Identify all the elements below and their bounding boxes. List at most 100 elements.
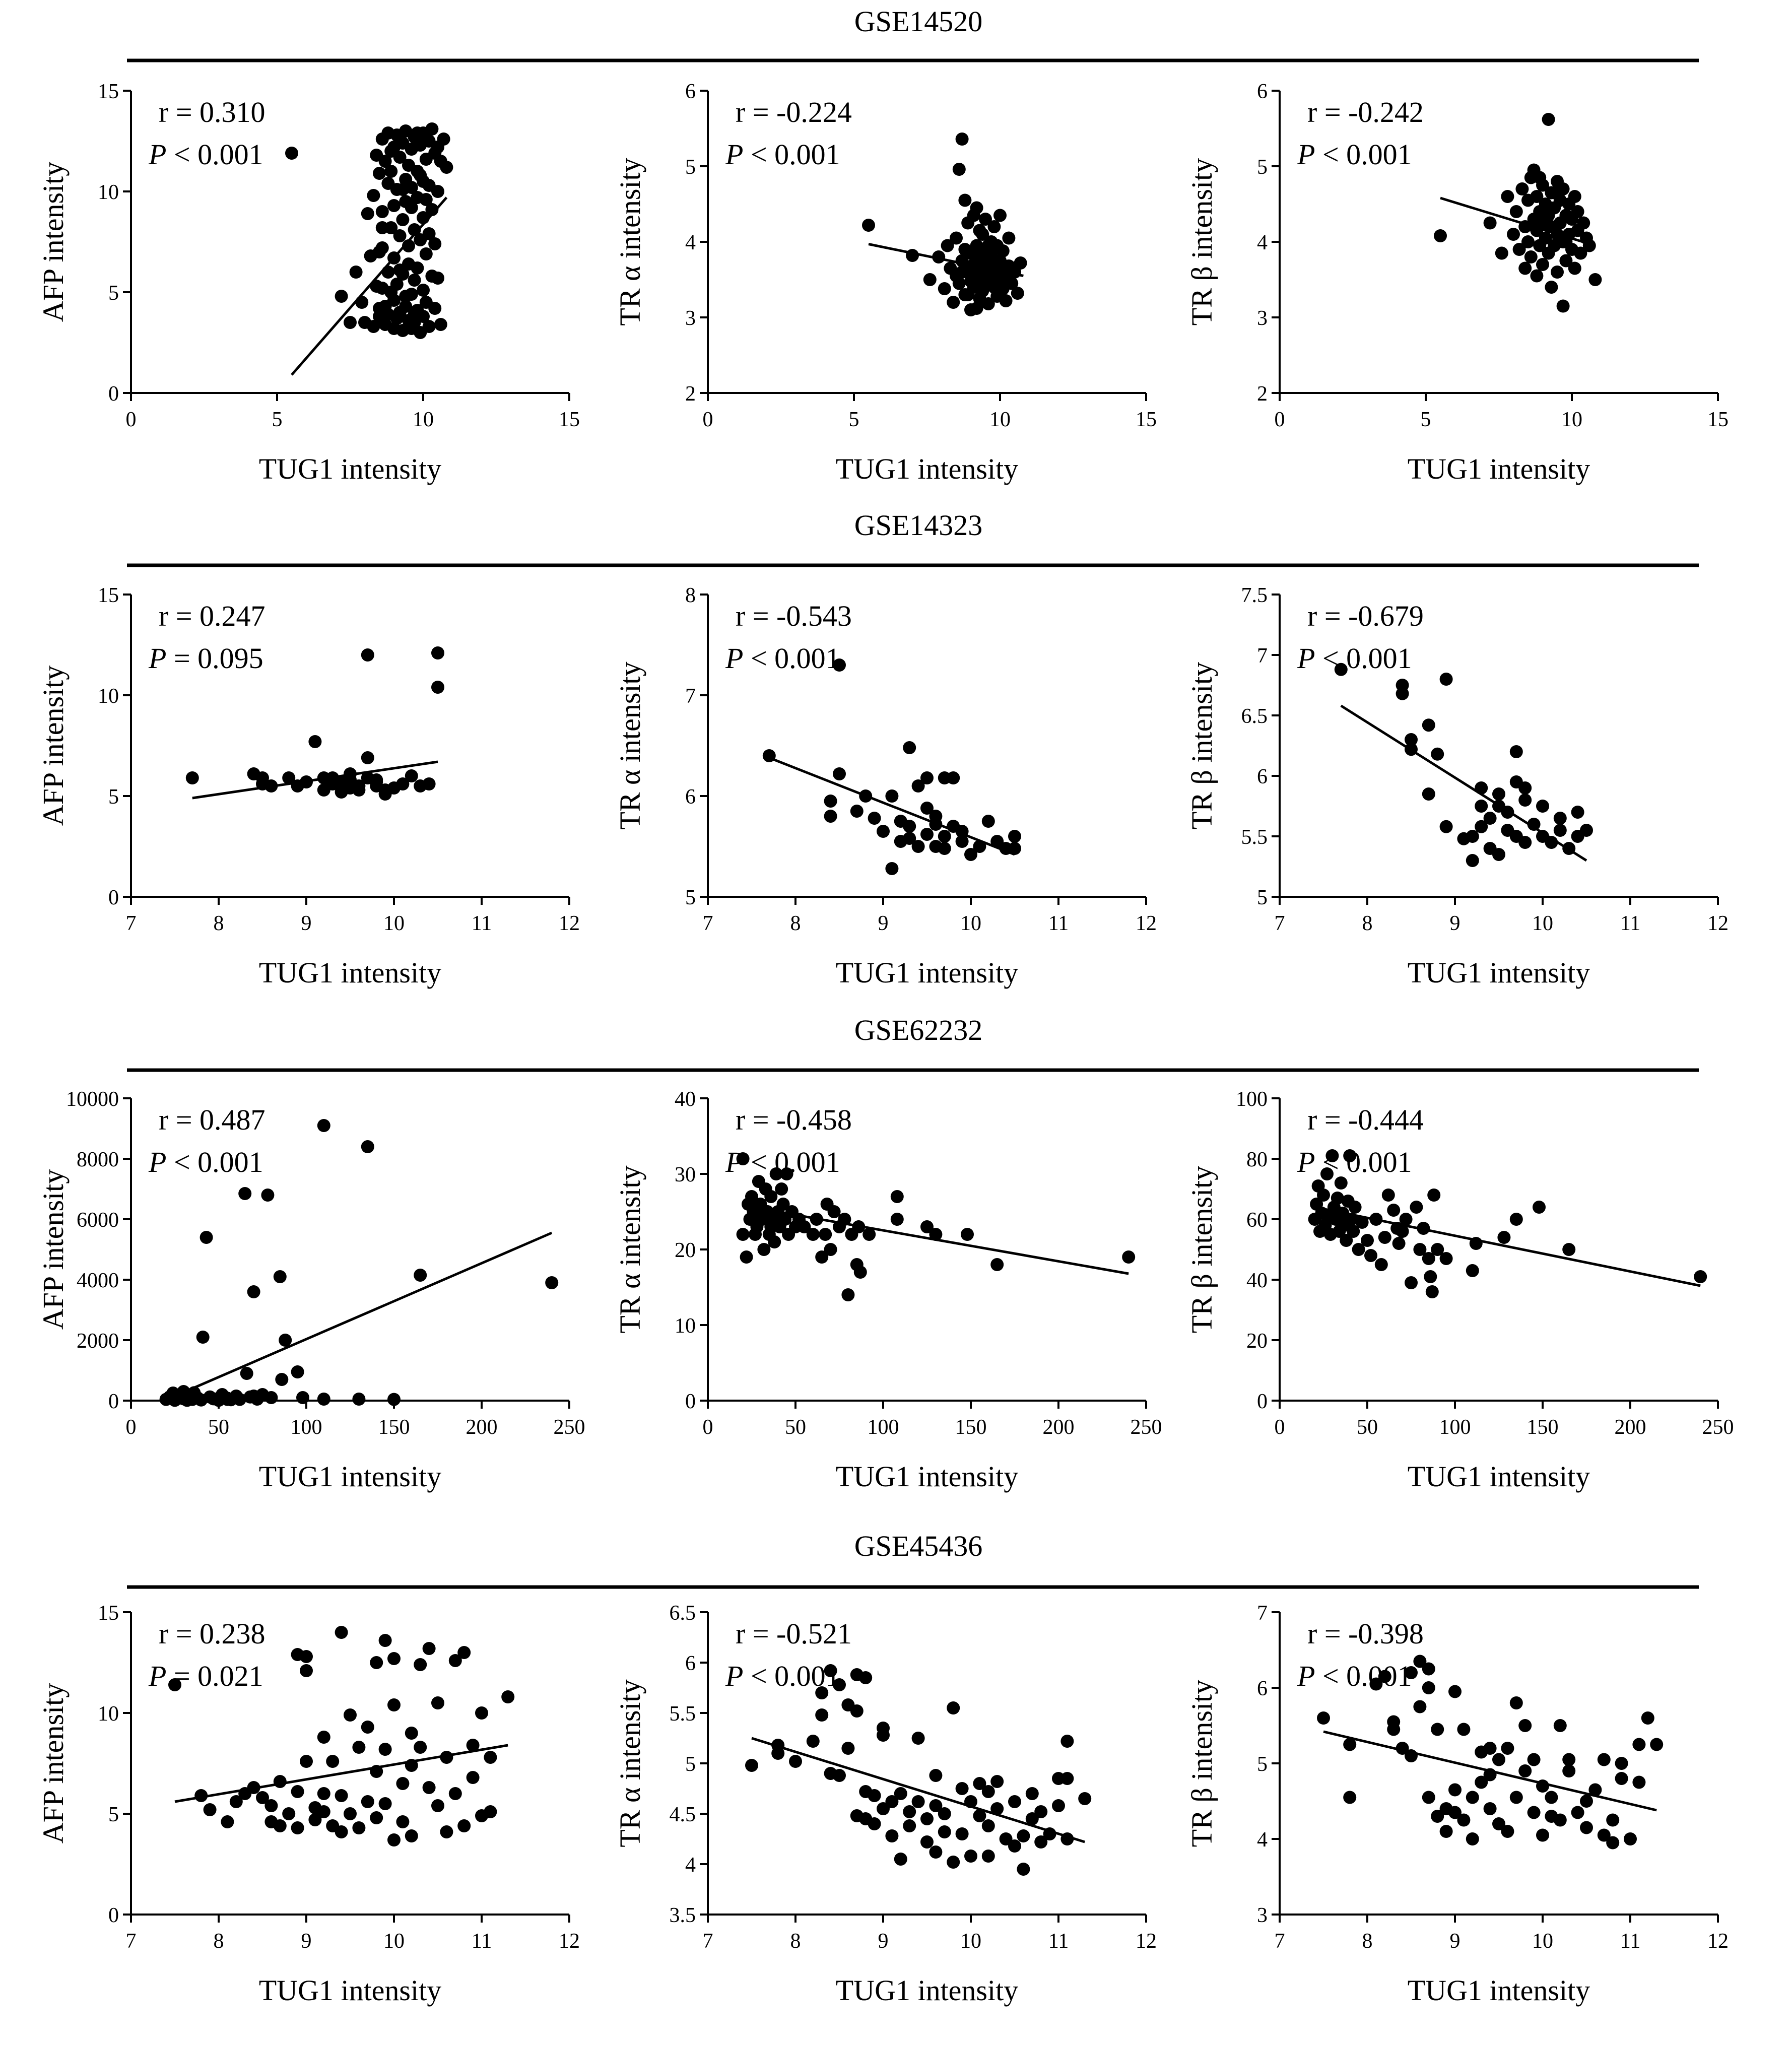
data-point bbox=[841, 1288, 855, 1301]
data-point bbox=[1005, 277, 1019, 290]
y-tick-label: 6 bbox=[1257, 1677, 1268, 1700]
data-point bbox=[1457, 1813, 1471, 1827]
y-axis-label: TR β intensity bbox=[1185, 1166, 1218, 1333]
data-point bbox=[1422, 1662, 1435, 1676]
y-tick-label: 5 bbox=[1257, 1753, 1268, 1776]
data-point bbox=[408, 308, 421, 321]
data-point bbox=[885, 862, 899, 875]
x-tick-label: 100 bbox=[1439, 1416, 1471, 1439]
data-point bbox=[1017, 1829, 1030, 1842]
data-point bbox=[1632, 1775, 1646, 1789]
y-tick-label: 20 bbox=[675, 1239, 696, 1262]
y-tick-label: 7.5 bbox=[1241, 584, 1268, 607]
data-point bbox=[1556, 299, 1570, 313]
data-point bbox=[1381, 1189, 1395, 1202]
y-tick-label: 4 bbox=[685, 1854, 696, 1877]
data-point bbox=[387, 1833, 401, 1846]
data-point bbox=[1334, 1176, 1348, 1190]
y-axis-label: TR α intensity bbox=[614, 1165, 646, 1333]
data-point bbox=[1008, 830, 1021, 843]
data-point bbox=[1571, 205, 1584, 218]
data-point bbox=[1553, 1719, 1567, 1732]
data-point bbox=[1533, 171, 1547, 184]
data-point bbox=[1413, 1243, 1427, 1256]
data-point bbox=[256, 1791, 269, 1804]
data-point bbox=[1492, 1817, 1505, 1830]
y-tick-label: 0 bbox=[108, 1390, 119, 1413]
y-tick-label: 5 bbox=[685, 1753, 696, 1776]
data-point bbox=[862, 219, 875, 232]
data-point bbox=[903, 820, 916, 833]
data-point bbox=[1615, 1757, 1628, 1770]
scatter-plot-GSE62232-3: 0 20 40 60 80 100 0 50 100 150 200 250 TUG1 intensit… bbox=[1185, 1088, 1734, 1493]
data-point bbox=[1521, 235, 1535, 248]
x-tick-label: 8 bbox=[214, 1930, 224, 1953]
data-point bbox=[1536, 258, 1549, 271]
y-tick-label: 6 bbox=[1257, 765, 1268, 788]
data-point bbox=[1343, 1791, 1357, 1804]
data-point bbox=[1536, 1828, 1549, 1842]
data-point bbox=[952, 277, 966, 290]
data-point bbox=[393, 263, 407, 277]
data-point bbox=[903, 741, 916, 754]
y-tick-label: 7 bbox=[1257, 644, 1268, 668]
data-point bbox=[981, 239, 995, 252]
data-point bbox=[890, 1190, 904, 1203]
data-point bbox=[1325, 1149, 1339, 1162]
data-point bbox=[1034, 1805, 1048, 1818]
data-point bbox=[1008, 1795, 1021, 1808]
data-point bbox=[1448, 1685, 1462, 1698]
data-point bbox=[1378, 1670, 1391, 1683]
data-point bbox=[1518, 1764, 1532, 1777]
data-point bbox=[1002, 231, 1016, 245]
data-point bbox=[789, 1755, 802, 1768]
data-point bbox=[1559, 254, 1573, 268]
p-value-label: P = 0.021 bbox=[148, 1660, 263, 1692]
data-point bbox=[1439, 1825, 1453, 1838]
data-point bbox=[1343, 1738, 1357, 1751]
data-point bbox=[1334, 663, 1348, 676]
data-point bbox=[999, 294, 1013, 307]
data-point bbox=[405, 1829, 418, 1842]
data-point bbox=[1512, 243, 1526, 256]
x-axis-label: TUG1 intensity bbox=[259, 1974, 441, 2007]
x-tick-label: 7 bbox=[1275, 1930, 1285, 1953]
data-point bbox=[859, 1671, 873, 1684]
p-value-text: = 0.095 bbox=[166, 642, 263, 675]
data-point bbox=[373, 245, 386, 258]
data-point bbox=[367, 320, 380, 333]
data-point bbox=[393, 229, 407, 242]
data-point bbox=[1530, 190, 1544, 203]
p-symbol: P bbox=[148, 1660, 166, 1692]
data-point bbox=[1527, 1753, 1541, 1766]
data-point bbox=[1497, 1231, 1511, 1244]
data-point bbox=[981, 1785, 995, 1798]
data-point bbox=[1524, 250, 1538, 263]
data-point bbox=[1060, 1772, 1074, 1785]
data-point bbox=[853, 1266, 867, 1279]
data-point bbox=[815, 1708, 829, 1722]
data-point bbox=[929, 1845, 943, 1859]
data-point bbox=[411, 126, 424, 140]
y-tick-label: 5 bbox=[685, 156, 696, 179]
data-point bbox=[308, 735, 322, 748]
data-point bbox=[955, 1827, 969, 1840]
y-axis-label: TR β intensity bbox=[1185, 158, 1218, 325]
data-point bbox=[833, 767, 846, 780]
data-point bbox=[961, 288, 975, 301]
data-point bbox=[981, 297, 995, 310]
x-tick-label: 9 bbox=[1450, 912, 1461, 935]
data-point bbox=[344, 1708, 357, 1722]
data-point bbox=[317, 1731, 330, 1744]
x-tick-label: 0 bbox=[703, 1416, 713, 1439]
data-point bbox=[448, 1787, 462, 1800]
data-point bbox=[417, 175, 430, 188]
p-value-label: P < 0.001 bbox=[1297, 642, 1412, 675]
data-point bbox=[745, 1759, 758, 1772]
data-point bbox=[827, 1205, 841, 1218]
p-value-text: < 0.001 bbox=[166, 138, 263, 171]
y-tick-label: 40 bbox=[675, 1088, 696, 1111]
data-point bbox=[996, 244, 1010, 257]
data-point bbox=[979, 213, 992, 226]
data-point bbox=[903, 1805, 916, 1818]
